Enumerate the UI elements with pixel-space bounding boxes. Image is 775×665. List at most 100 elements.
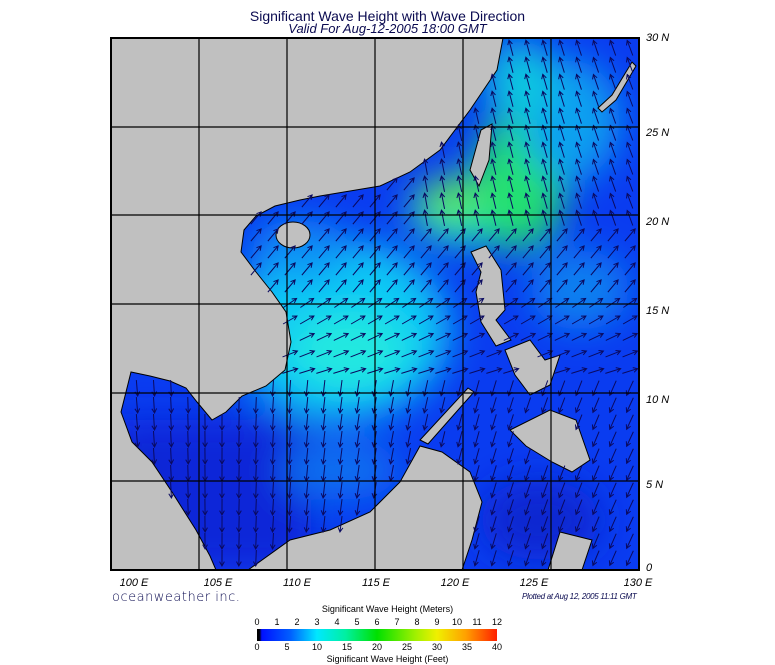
- wave-direction-arrow: [253, 413, 259, 432]
- wave-direction-arrow: [320, 498, 327, 516]
- wave-direction-arrow: [609, 124, 617, 141]
- wave-direction-arrow: [554, 367, 571, 374]
- wave-direction-arrow: [286, 481, 293, 500]
- wave-direction-arrow: [505, 245, 517, 259]
- wave-direction-arrow: [524, 192, 531, 209]
- wave-direction-arrow: [507, 448, 514, 465]
- wave-direction-arrow: [335, 245, 347, 259]
- wave-direction-arrow: [490, 499, 497, 516]
- wave-direction-arrow: [471, 262, 483, 276]
- lon-label: 100 E: [119, 577, 149, 589]
- colorbar-tick: 4: [334, 617, 340, 627]
- wave-direction-arrow: [541, 90, 548, 107]
- wave-direction-arrow: [318, 228, 330, 242]
- wave-direction-arrow: [470, 297, 485, 308]
- colorbar-tick: 8: [414, 617, 420, 627]
- wave-direction-arrow: [558, 56, 565, 73]
- wave-direction-arrow: [185, 396, 191, 415]
- wave-direction-arrow: [473, 107, 480, 124]
- wave-direction-arrow: [524, 550, 532, 567]
- wave-direction-arrow: [505, 279, 517, 293]
- wave-direction-arrow: [575, 39, 582, 56]
- wave-direction-arrow: [541, 550, 549, 567]
- wave-direction-arrow: [490, 397, 497, 414]
- wave-direction-arrow: [253, 447, 259, 466]
- wave-direction-arrow: [301, 262, 313, 276]
- wave-direction-arrow: [541, 56, 548, 73]
- wave-direction-arrow: [388, 414, 395, 431]
- lon-label: 105 E: [203, 577, 233, 589]
- wave-direction-arrow: [507, 209, 514, 226]
- colorbar-tick: 6: [374, 617, 380, 627]
- wave-direction-arrow: [418, 367, 435, 374]
- wave-direction-arrow: [608, 448, 617, 465]
- wave-direction-arrow: [422, 158, 429, 175]
- wave-direction-arrow: [420, 228, 432, 242]
- wave-direction-arrow: [333, 349, 350, 358]
- wave-direction-arrow: [202, 481, 208, 500]
- wave-direction-arrow: [490, 107, 497, 124]
- wave-direction-arrow: [520, 315, 536, 325]
- wave-direction-arrow: [490, 482, 497, 499]
- wave-direction-arrow: [316, 315, 332, 325]
- land-sulawesi: [547, 531, 593, 570]
- wave-direction-arrow: [333, 315, 349, 325]
- wave-direction-arrow: [320, 396, 327, 414]
- lon-label: 115 E: [362, 577, 390, 589]
- wave-direction-arrow: [286, 430, 293, 449]
- wave-direction-arrow: [505, 228, 517, 242]
- wave-direction-arrow: [591, 465, 600, 482]
- wave-direction-arrow: [134, 396, 141, 415]
- wave-direction-arrow: [335, 279, 347, 293]
- colorbar-tick: 3: [314, 617, 320, 627]
- wave-direction-arrow: [253, 498, 259, 517]
- wave-direction-arrow: [558, 107, 565, 124]
- wave-direction-arrow: [267, 228, 279, 242]
- wave-direction-arrow: [590, 262, 602, 276]
- wave-direction-arrow: [490, 448, 497, 465]
- wave-direction-arrow: [456, 448, 463, 465]
- wave-direction-arrow: [524, 499, 532, 516]
- wave-direction-arrow: [435, 349, 452, 358]
- wave-direction-arrow: [418, 332, 435, 341]
- wave-direction-arrow: [267, 262, 279, 276]
- wave-direction-arrow: [335, 228, 347, 242]
- wave-direction-arrow: [557, 482, 566, 499]
- wave-direction-arrow: [435, 332, 452, 341]
- wave-direction-arrow: [590, 279, 602, 293]
- wave-direction-arrow: [422, 209, 429, 226]
- wave-direction-arrow: [303, 396, 310, 415]
- wave-direction-arrow: [541, 533, 549, 550]
- wave-direction-arrow: [556, 279, 568, 293]
- wave-direction-arrow: [269, 396, 276, 415]
- wave-direction-arrow: [608, 550, 617, 567]
- wave-direction-arrow: [524, 209, 531, 226]
- wave-direction-arrow: [625, 448, 634, 465]
- wave-direction-arrow: [473, 414, 480, 431]
- wave-direction-arrow: [337, 482, 344, 499]
- wave-direction-arrow: [605, 349, 622, 358]
- wave-direction-arrow: [185, 413, 191, 432]
- wave-direction-arrow: [554, 332, 571, 341]
- wave-direction-arrow: [299, 367, 316, 374]
- wave-direction-arrow: [541, 107, 548, 124]
- wave-direction-arrow: [436, 297, 451, 308]
- wave-direction-arrow: [437, 262, 449, 276]
- wave-direction-arrow: [316, 367, 333, 374]
- wave-direction-arrow: [437, 279, 449, 293]
- wave-direction-arrow: [420, 279, 432, 293]
- wave-direction-arrow: [282, 315, 298, 325]
- wave-direction-arrow: [422, 397, 429, 414]
- wave-direction-arrow: [384, 315, 400, 325]
- wave-direction-arrow: [456, 192, 463, 209]
- wave-direction-arrow: [592, 209, 600, 226]
- wave-direction-arrow: [625, 414, 634, 431]
- wave-direction-arrow: [574, 414, 583, 431]
- wave-direction-arrow: [320, 481, 327, 499]
- land-taiwan: [469, 123, 493, 188]
- wave-direction-arrow: [202, 430, 208, 449]
- wave-direction-arrow: [590, 245, 602, 259]
- wave-direction-arrow: [286, 447, 293, 466]
- wave-direction-arrow: [490, 516, 497, 533]
